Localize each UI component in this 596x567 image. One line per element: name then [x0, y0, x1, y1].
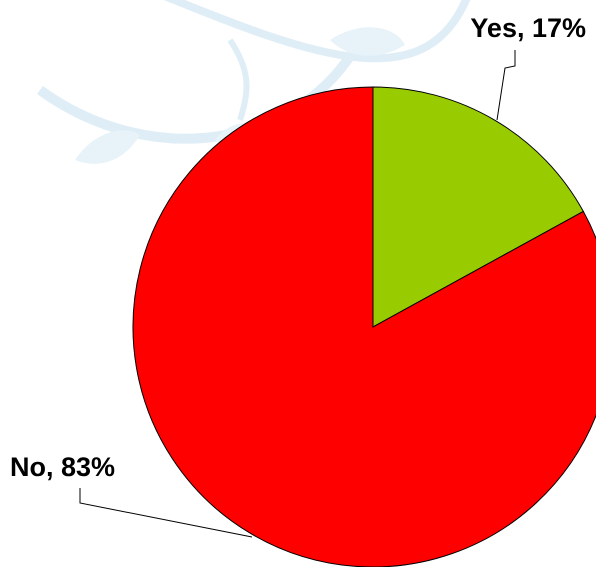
bg-swirl-2	[163, 0, 471, 63]
leader-lines	[79, 50, 516, 538]
background-watermark	[37, 0, 471, 164]
data-label-no: No, 83%	[10, 452, 115, 482]
bg-leaf-2	[330, 27, 405, 56]
leader-line-yes	[496, 50, 516, 121]
bg-swirl-3	[227, 38, 250, 121]
pie-slice-no	[132, 86, 596, 567]
bg-leaf-1	[75, 130, 140, 164]
leader-line-no	[79, 488, 253, 538]
pie-slice-yes	[372, 86, 584, 328]
data-labels: Yes, 17% No, 83%	[10, 13, 586, 482]
pie-slices	[132, 86, 596, 567]
data-label-yes: Yes, 17%	[470, 13, 586, 43]
